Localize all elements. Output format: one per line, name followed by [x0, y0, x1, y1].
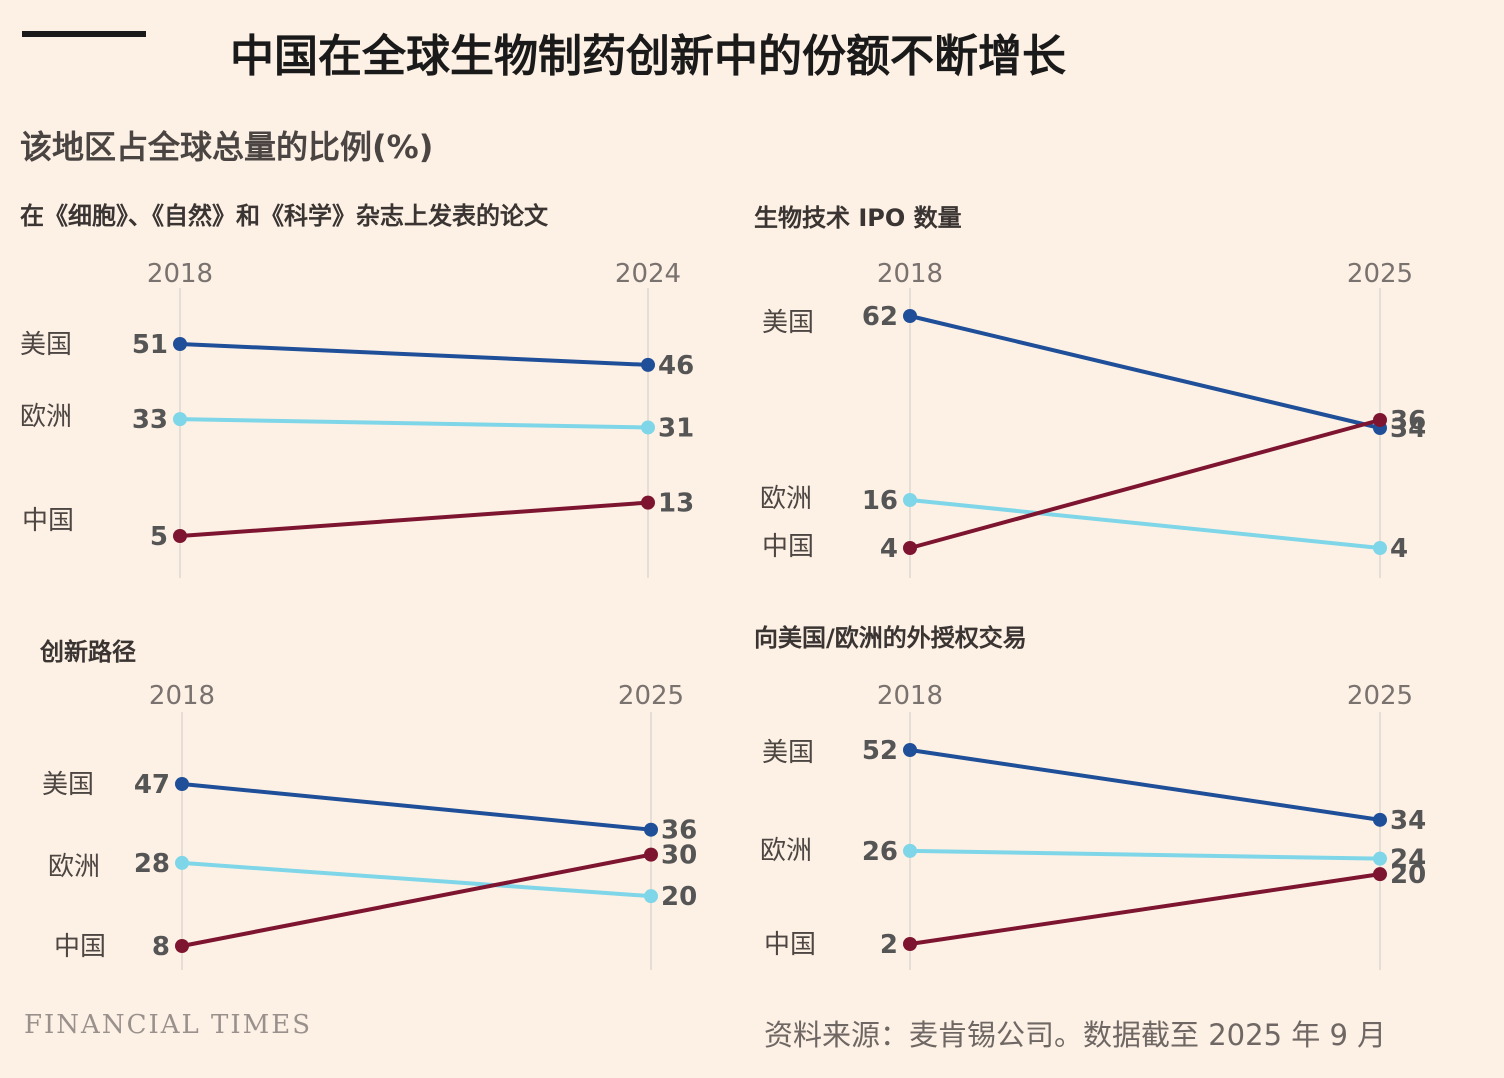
category-label: 中国 [22, 506, 74, 536]
value-label: 13 [658, 489, 694, 519]
series-line-europe [178, 417, 650, 430]
series-line-china [178, 500, 650, 538]
data-point-europe [644, 889, 658, 904]
data-point-europe [1373, 541, 1387, 555]
year-label: 2025 [1347, 259, 1413, 289]
series-line-china [908, 872, 1382, 946]
data-point-china [903, 937, 917, 951]
source-note: 资料来源：麦肯锡公司。数据截至 2025 年 9 月 [764, 1018, 1387, 1052]
value-label: 47 [134, 770, 170, 800]
value-label: 52 [862, 736, 898, 766]
value-label: 31 [658, 413, 694, 443]
data-point-usa [641, 357, 655, 372]
value-label: 34 [1390, 414, 1426, 444]
category-label: 欧洲 [20, 402, 72, 432]
category-label: 欧洲 [760, 484, 812, 514]
value-label: 4 [880, 534, 898, 564]
page-subtitle: 该地区占全球总量的比例(%) [20, 128, 434, 166]
year-label: 2025 [618, 681, 684, 711]
data-point-usa [175, 777, 189, 791]
chart-title-licensing: 向美国/欧洲的外授权交易 [754, 624, 1027, 652]
year-label: 2024 [615, 259, 681, 289]
year-label: 2025 [1347, 681, 1413, 711]
value-label: 5 [150, 522, 168, 552]
value-label: 28 [134, 849, 170, 879]
value-label: 30 [661, 841, 697, 871]
data-point-china [641, 495, 655, 510]
year-label: 2018 [147, 259, 213, 289]
value-label: 36 [1390, 406, 1426, 436]
category-label: 欧洲 [48, 852, 100, 882]
series-line-china [180, 852, 653, 948]
value-label: 26 [862, 837, 898, 867]
value-label: 34 [1390, 806, 1426, 836]
data-point-china [903, 541, 917, 555]
chart-title-innovation: 创新路径 [40, 638, 136, 666]
data-point-usa [903, 743, 917, 757]
data-point-europe [173, 412, 187, 427]
year-label: 2018 [877, 259, 943, 289]
data-point-europe [1373, 851, 1387, 866]
category-label: 欧洲 [760, 836, 812, 866]
page-title: 中国在全球生物制药创新中的份额不断增长 [230, 31, 1066, 82]
category-label: 中国 [54, 932, 106, 962]
series-line-usa [908, 748, 1382, 822]
data-point-europe [903, 493, 917, 507]
series-line-usa [178, 342, 650, 367]
value-label: 62 [862, 302, 898, 332]
value-label: 4 [1390, 534, 1408, 564]
data-point-china [1373, 867, 1387, 882]
value-label: 8 [152, 932, 170, 962]
series-line-usa [180, 782, 653, 832]
chart-title-papers: 在《细胞》、《自然》和《科学》杂志上发表的论文 [20, 202, 548, 230]
chart-title-ipo: 生物技术 IPO 数量 [754, 204, 962, 232]
value-label: 20 [1390, 860, 1426, 890]
year-label: 2018 [149, 681, 215, 711]
value-label: 36 [661, 816, 697, 846]
series-line-europe [180, 860, 653, 899]
category-label: 中国 [764, 930, 816, 960]
category-label: 美国 [762, 738, 814, 768]
ft-logo: FINANCIAL TIMES [24, 1010, 313, 1040]
series-line-europe [908, 498, 1382, 550]
value-label: 20 [661, 882, 697, 912]
series-line-china [908, 418, 1382, 550]
category-label: 美国 [42, 770, 94, 800]
series-line-europe [908, 848, 1382, 861]
data-point-europe [641, 420, 655, 435]
value-label: 2 [880, 930, 898, 960]
data-point-usa [173, 337, 187, 351]
data-point-usa [903, 309, 917, 323]
category-label: 美国 [762, 308, 814, 338]
value-label: 24 [1390, 845, 1426, 875]
data-point-china [173, 529, 187, 543]
value-label: 33 [132, 405, 168, 435]
year-label: 2018 [877, 681, 943, 711]
data-point-china [175, 939, 189, 953]
data-point-europe [175, 855, 189, 870]
category-label: 美国 [20, 330, 72, 360]
data-point-usa [1373, 812, 1387, 827]
value-label: 46 [658, 351, 694, 381]
series-line-usa [908, 314, 1382, 430]
data-point-europe [903, 843, 917, 858]
data-point-usa [644, 822, 658, 837]
category-label: 中国 [762, 532, 814, 562]
data-point-china [1373, 413, 1387, 427]
value-label: 51 [132, 330, 168, 360]
data-point-china [644, 847, 658, 862]
title-rule [22, 31, 146, 37]
value-label: 16 [862, 486, 898, 516]
